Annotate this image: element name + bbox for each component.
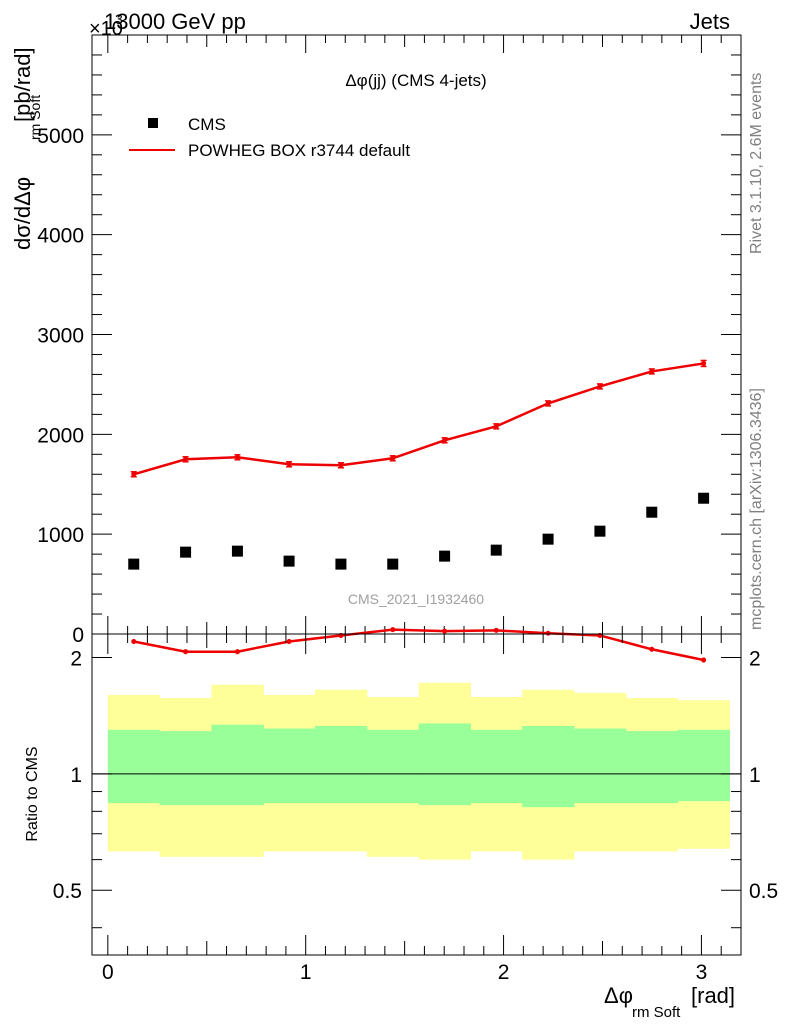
ratio-y-axis-label: Ratio to CMS bbox=[24, 746, 41, 841]
mc-point bbox=[701, 360, 707, 366]
ratio-panel: 0.5 0.5 1 1 2 2 0 1 2 3 Ratio to CMS Δφ rm Soft … bbox=[24, 627, 778, 1021]
ratio-y-tick-label-right: 1 bbox=[749, 764, 761, 787]
ratio-band-inner bbox=[418, 723, 472, 806]
cms-data-point bbox=[283, 555, 295, 567]
ratio-mc-point bbox=[286, 638, 292, 644]
ratio-y-tick-label: 2 bbox=[70, 647, 82, 670]
exponent-power: 3 bbox=[115, 11, 123, 27]
main-plot-title: Δφ(jj) (CMS 4-jets) bbox=[345, 71, 486, 90]
x-axis-label-sub: rm Soft bbox=[632, 1004, 681, 1021]
ratio-plot-frame bbox=[91, 633, 742, 956]
mc-series-main bbox=[130, 359, 707, 478]
cms-data-point bbox=[387, 558, 399, 570]
ratio-mc-point bbox=[234, 649, 240, 655]
ratio-band-inner bbox=[522, 725, 575, 808]
ratio-band-inner bbox=[574, 728, 627, 804]
watermark: CMS_2021_I1932460 bbox=[348, 591, 484, 607]
ratio-mc-point bbox=[442, 628, 448, 634]
mc-point bbox=[286, 461, 292, 467]
ratio-band-inner bbox=[625, 731, 679, 804]
cms-data-point bbox=[128, 558, 140, 570]
mc-point bbox=[390, 455, 396, 461]
cms-data-point bbox=[698, 492, 710, 504]
legend: CMS POWHEG BOX r3744 default bbox=[129, 115, 410, 160]
ratio-mc-point bbox=[649, 646, 655, 652]
main-y-axis-label-unit: [pb/rad] bbox=[10, 47, 35, 122]
ratio-mc-point bbox=[390, 627, 396, 633]
cms-data-point bbox=[542, 533, 554, 545]
ratio-mc-point bbox=[131, 638, 137, 644]
cms-data-point bbox=[646, 506, 658, 518]
header-right: Jets bbox=[690, 9, 730, 34]
ratio-mc-line bbox=[133, 628, 704, 662]
ratio-band-inner bbox=[107, 729, 161, 804]
x-tick-label: 1 bbox=[300, 961, 312, 984]
main-y-tick-label: 1000 bbox=[37, 524, 84, 547]
mc-point bbox=[545, 400, 551, 406]
mc-series-ratio bbox=[131, 627, 707, 663]
ratio-y-tick-labels: 0.5 0.5 1 1 2 2 bbox=[53, 647, 778, 903]
legend-label-mc: POWHEG BOX r3744 default bbox=[188, 141, 410, 160]
cms-data-point bbox=[439, 550, 451, 562]
ratio-mc-point bbox=[545, 630, 551, 636]
mc-point bbox=[338, 462, 344, 468]
ratio-y-tick-label: 1 bbox=[70, 764, 82, 787]
ratio-band-inner bbox=[159, 731, 213, 806]
main-y-tick-label: 4000 bbox=[37, 225, 84, 248]
cms-data-point bbox=[335, 558, 347, 570]
mc-point bbox=[442, 437, 448, 443]
ratio-band-inner bbox=[211, 724, 264, 806]
mc-point bbox=[234, 454, 240, 460]
mcplots-label: mcplots.cern.ch [arXiv:1306.3436] bbox=[748, 388, 765, 630]
ratio-band-inner bbox=[470, 729, 523, 804]
mc-point bbox=[183, 456, 189, 462]
legend-marker-cms bbox=[148, 118, 158, 128]
x-axis-label: Δφ rm Soft [rad] bbox=[604, 983, 735, 1021]
x-tick-label: 0 bbox=[102, 961, 114, 984]
ratio-band-inner bbox=[314, 725, 368, 804]
x-axis-label-main: Δφ bbox=[604, 983, 633, 1008]
ratio-mc-point bbox=[701, 657, 707, 663]
cms-data-series bbox=[128, 492, 710, 570]
cms-data-point bbox=[490, 544, 502, 556]
ratio-y-tick-label-right: 0.5 bbox=[749, 880, 778, 903]
ratio-mc-point bbox=[493, 627, 499, 633]
ratio-axis-ticks bbox=[92, 634, 742, 955]
cms-data-point bbox=[180, 546, 192, 558]
rivet-label: Rivet 3.1.10, 2.6M events bbox=[748, 73, 765, 254]
ratio-y-tick-label-right: 2 bbox=[749, 647, 761, 670]
main-y-axis-label-sub: rm Soft bbox=[27, 95, 43, 140]
main-y-tick-label: 2000 bbox=[37, 424, 84, 447]
cms-data-point bbox=[231, 545, 243, 557]
x-tick-label: 3 bbox=[696, 961, 708, 984]
main-y-tick-labels: 0 1000 2000 3000 4000 5000 bbox=[37, 125, 84, 647]
header-left: 13000 GeV pp bbox=[104, 9, 246, 34]
ratio-mc-point bbox=[183, 649, 189, 655]
main-y-tick-label: 0 bbox=[72, 624, 84, 647]
ratio-band-inner bbox=[263, 728, 316, 804]
ratio-band-inner bbox=[677, 729, 731, 802]
main-y-axis-label: dσ/dΔφ rm Soft [pb/rad] bbox=[10, 47, 43, 250]
ratio-y-tick-label: 0.5 bbox=[53, 880, 82, 903]
mc-line bbox=[133, 362, 704, 476]
x-tick-label: 2 bbox=[498, 961, 510, 984]
x-axis-label-unit: [rad] bbox=[691, 983, 735, 1008]
main-y-tick-label: 5000 bbox=[37, 125, 84, 148]
main-panel: 0 1000 2000 3000 4000 5000 Δφ(jj) (CMS 4-jets… bbox=[10, 34, 742, 647]
main-y-tick-label: 3000 bbox=[37, 325, 84, 348]
main-y-axis-label-main: dσ/dΔφ bbox=[10, 177, 35, 250]
cms-data-point bbox=[594, 525, 606, 537]
mc-point bbox=[493, 423, 499, 429]
x-tick-labels: 0 1 2 3 bbox=[102, 961, 707, 984]
mc-point bbox=[649, 368, 655, 374]
mc-point bbox=[597, 383, 603, 389]
mc-point bbox=[131, 471, 137, 477]
ratio-uncertainty-bands bbox=[107, 682, 731, 860]
ratio-band-inner bbox=[366, 729, 420, 804]
legend-label-cms: CMS bbox=[188, 115, 226, 134]
